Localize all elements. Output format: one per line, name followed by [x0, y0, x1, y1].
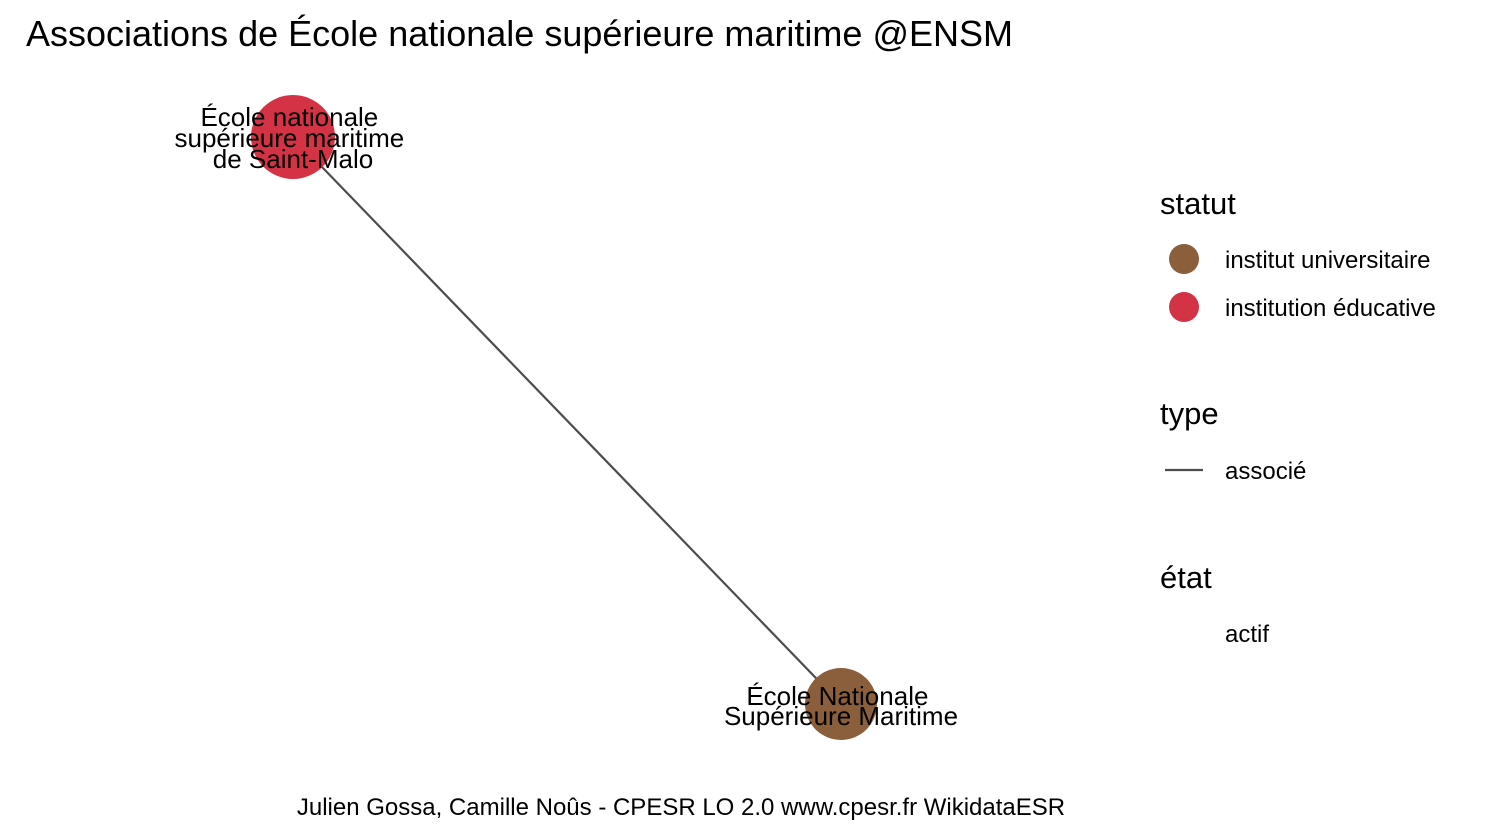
legend-type-title: type: [1160, 396, 1219, 431]
legend-key-institution-educative: [1169, 292, 1199, 322]
legend-label-institution-educative: institution éducative: [1225, 295, 1436, 322]
legend-label-associe: associé: [1225, 458, 1306, 485]
node-label-line: Supérieure Maritime: [724, 701, 958, 731]
node-label-ensm-saint-malo: École nationale supérieure maritime de S…: [175, 102, 412, 174]
node-label-line: de Saint-Malo: [213, 144, 373, 174]
node-label-ensm: École Nationale Supérieure Maritime: [724, 681, 958, 731]
legend-statut-title: statut: [1160, 186, 1236, 221]
node-ensm-saint-malo: École nationale supérieure maritime de S…: [175, 95, 412, 179]
legend-label-actif: actif: [1225, 621, 1269, 648]
node-ensm: École Nationale Supérieure Maritime: [724, 668, 958, 740]
legend-statut: statut institut universitaire institutio…: [1160, 186, 1436, 322]
legend-type: type associé: [1160, 396, 1306, 485]
legend-label-institut-universitaire: institut universitaire: [1225, 247, 1430, 274]
chart-caption: Julien Gossa, Camille Noûs - CPESR LO 2.…: [297, 794, 1065, 821]
legend-etat: état actif: [1160, 560, 1269, 648]
edge-associe: [293, 137, 841, 704]
legend-key-institut-universitaire: [1169, 244, 1199, 274]
legend-etat-title: état: [1160, 560, 1212, 595]
chart-title: Associations de École nationale supérieu…: [26, 13, 1013, 54]
